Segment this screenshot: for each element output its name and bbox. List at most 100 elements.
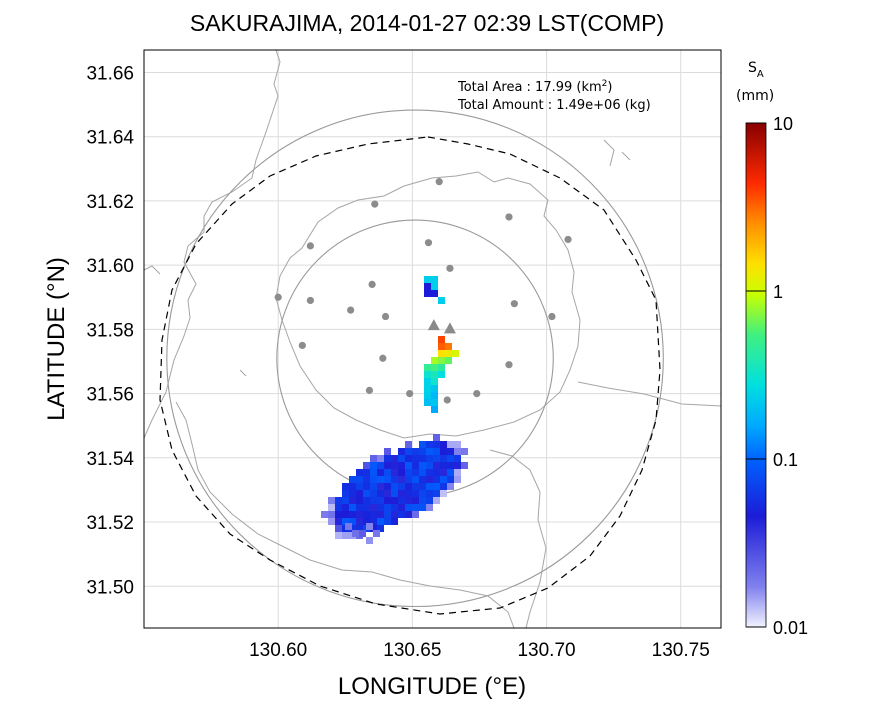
ashfall-cell [321,511,328,518]
total-area-annotation: Total Area : 17.99 (km2) [457,79,612,95]
ashfall-cell [356,511,363,518]
ashfall-cell [454,455,461,462]
ashfall-cell [426,504,433,511]
ashfall-cell [405,462,412,469]
ashfall-cell [433,483,440,490]
dashed-boundary [159,136,661,615]
ashfall-cell [405,469,412,476]
y-tick-label: 31.60 [86,256,134,277]
y-axis-label: LATITUDE (°N) [43,257,70,421]
ashfall-cell [419,476,426,483]
colorbar-tick-label: 0.1 [773,450,798,470]
station-marker [505,213,513,221]
ashfall-cell [454,462,461,469]
ashfall-cell [349,525,356,532]
x-tick-labels: 130.60 130.65 130.70 130.75 [249,640,710,661]
ashfall-cell [431,364,438,371]
ashfall-cell [349,511,356,518]
ashfall-cell [377,462,384,469]
ashfall-cell [447,455,454,462]
ashfall-cell [342,511,349,518]
ashfall-cell [447,469,454,476]
y-tick-label: 31.56 [86,385,134,406]
station-marker [365,386,374,394]
ashfall-cell [405,476,412,483]
ashfall-cell [384,462,391,469]
ashfall-cell [447,441,454,448]
ashfall-cell [426,441,433,448]
ashfall-cell [335,525,342,532]
ashfall-cell [426,469,433,476]
station-marker [505,361,513,369]
ashfall-cell [433,441,440,448]
station-marker [274,293,282,301]
ashfall-cell [440,441,447,448]
ashfall-cell [412,511,419,518]
ashfall-cell [426,448,433,455]
y-tick-labels: 31.50 31.52 31.54 31.56 31.58 31.60 31.62 31.64… [86,63,134,598]
ashfall-cell [373,530,380,537]
ashfall-cell [440,483,447,490]
ashfall-cell [342,504,349,511]
ashfall-cell [419,462,426,469]
station-marker [306,242,314,250]
colorbar-unit: (mm) [736,88,774,104]
ashfall-cell [438,350,445,357]
ashfall-cell [398,490,405,497]
ashfall-cell [398,455,405,462]
ashfall-cell [342,490,349,497]
ashfall-cell [447,483,454,490]
ashfall-cell [424,364,431,371]
ashfall-cell [384,483,391,490]
ashfall-cell [384,476,391,483]
colorbar-tick-label: 1 [773,282,783,302]
ashfall-cell [398,504,405,511]
station-marker [347,306,355,314]
x-axis-label: LONGITUDE (°E) [338,673,526,700]
ashfall-cell [356,483,363,490]
ashfall-cell [412,469,419,476]
ashfall-cell [363,462,370,469]
ashfall-cell [424,371,431,378]
ashfall-cell [405,490,412,497]
ashfall-cell [438,336,445,343]
ashfall-cell [370,511,377,518]
y-tick-label: 31.50 [86,577,134,598]
ashfall-cell [431,276,438,283]
ashfall-cell [377,483,384,490]
station-marker [368,280,376,289]
station-marker [564,235,572,244]
ashfall-cell [433,476,440,483]
x-tick-label: 130.70 [517,640,575,661]
ashfall-cell [424,378,431,385]
ashfall-cell [398,511,405,518]
station-marker [371,200,379,208]
ashfall-cell [426,483,433,490]
ashfall-cell [370,504,377,511]
stations [274,178,572,404]
ashfall-cell [356,490,363,497]
ashfall-cell [454,469,461,476]
ashfall-cell [440,455,447,462]
y-tick-label: 31.62 [86,192,134,213]
ashfall-cell [349,518,356,525]
station-marker [379,354,387,362]
station-marker [443,396,451,404]
ashfall-cell [398,497,405,504]
ashfall-cell [366,537,373,544]
ashfall-cell [342,518,349,525]
ashfall-cell [370,455,377,462]
ashfall-cell [398,483,405,490]
ashfall-cell [424,399,431,406]
y-tick-label: 31.54 [86,449,134,470]
ashfall-cell [447,462,454,469]
ashfall-cell [433,497,440,504]
ashfall-cell [342,497,349,504]
ashfall-cell [431,399,438,406]
ashfall-cell [412,476,419,483]
ashfall-cell [377,525,384,532]
ashfall-cell [424,392,431,399]
ashfall-cell [454,448,461,455]
ashfall-cell [431,392,438,399]
ashfall-cell [370,490,377,497]
